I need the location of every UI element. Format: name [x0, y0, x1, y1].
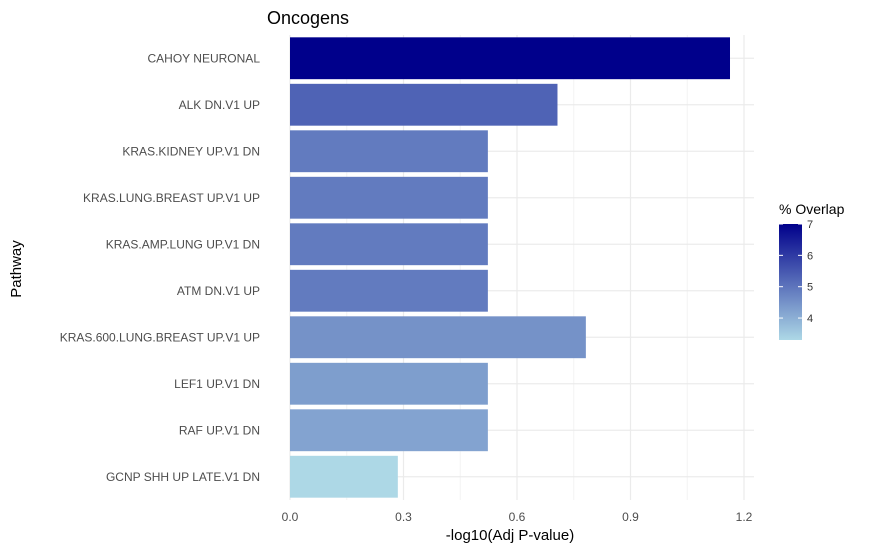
- legend-tick-label: 6: [807, 250, 813, 262]
- bar: [290, 223, 488, 266]
- bar: [290, 37, 731, 80]
- y-tick-label: KRAS.600.LUNG.BREAST UP.V1 UP: [60, 330, 260, 344]
- x-tick-label: 0.9: [622, 510, 639, 524]
- bar: [290, 269, 488, 312]
- y-tick-label: ATM DN.V1 UP: [177, 284, 260, 298]
- legend-colorbar: [779, 224, 802, 340]
- y-tick-label: CAHOY NEURONAL: [148, 51, 261, 65]
- bar: [290, 316, 586, 359]
- y-tick-label: KRAS.LUNG.BREAST UP.V1 UP: [83, 191, 260, 205]
- bars: [290, 37, 731, 498]
- bar: [290, 455, 398, 498]
- legend-ticks: 4 5 6 7: [779, 219, 813, 325]
- x-tick-label: 0.3: [395, 510, 412, 524]
- y-axis-title: Pathway: [8, 240, 25, 298]
- legend-tick-label: 4: [807, 313, 813, 325]
- bar: [290, 176, 488, 219]
- x-tick-labels: 0.0 0.3 0.6 0.9 1.2: [282, 510, 753, 524]
- y-tick-label: LEF1 UP.V1 DN: [174, 377, 260, 391]
- bar: [290, 83, 558, 126]
- legend: % Overlap 4 5 6 7: [779, 201, 845, 340]
- y-tick-label: KRAS.AMP.LUNG UP.V1 DN: [106, 237, 260, 251]
- legend-title: % Overlap: [779, 201, 845, 217]
- y-tick-labels: CAHOY NEURONAL ALK DN.V1 UP KRAS.KIDNEY UP…: [60, 51, 261, 484]
- y-tick-label: ALK DN.V1 UP: [179, 98, 260, 112]
- x-tick-label: 0.6: [509, 510, 526, 524]
- x-axis-title: -log10(Adj P-value): [446, 527, 574, 544]
- y-tick-label: RAF UP.V1 DN: [179, 423, 260, 437]
- bar: [290, 362, 488, 405]
- y-tick-label: GCNP SHH UP LATE.V1 DN: [106, 470, 260, 484]
- legend-tick-label: 5: [807, 282, 813, 294]
- x-tick-label: 1.2: [736, 510, 753, 524]
- legend-tick-label: 7: [807, 219, 813, 231]
- chart-title: Oncogens: [267, 8, 349, 28]
- x-tick-label: 0.0: [282, 510, 299, 524]
- y-tick-label: KRAS.KIDNEY UP.V1 DN: [122, 144, 260, 158]
- bar: [290, 409, 488, 452]
- bar: [290, 130, 488, 173]
